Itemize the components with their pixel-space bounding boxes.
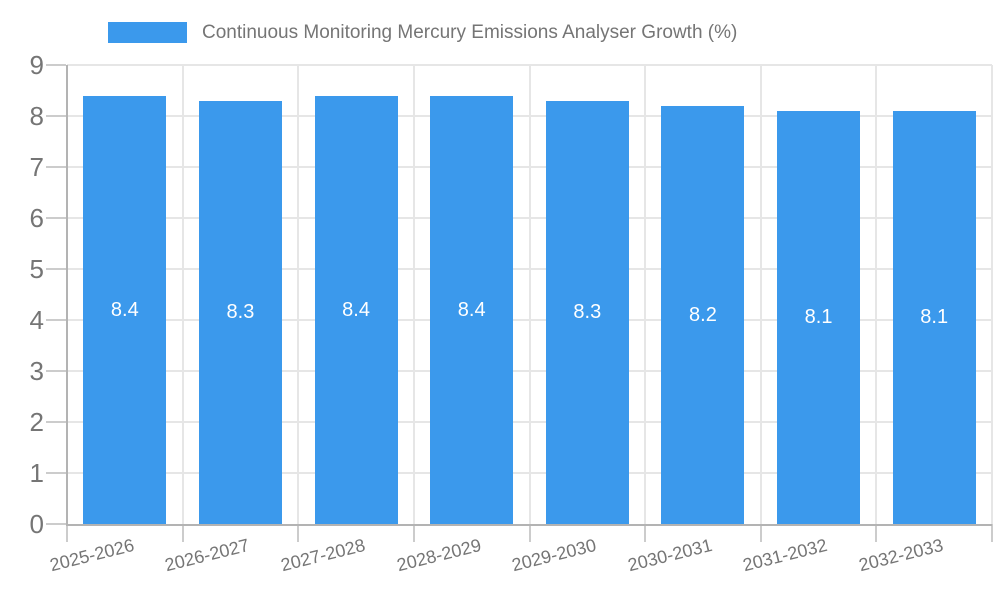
bar-value-label: 8.3 [573, 301, 602, 324]
x-axis-tick [644, 524, 647, 542]
x-axis-tick [66, 524, 68, 542]
bar [430, 95, 514, 524]
x-axis-category-label: 2028-2029 [394, 534, 483, 576]
gridline-vertical [412, 65, 415, 524]
x-axis-line [66, 524, 992, 526]
x-axis-tick [991, 524, 993, 542]
x-axis-tick [875, 524, 878, 542]
bar [661, 105, 745, 524]
gridline-vertical [181, 65, 184, 524]
y-axis-tick [46, 115, 66, 117]
y-axis-tick [46, 523, 66, 525]
y-axis-tick [46, 319, 66, 321]
y-axis-tick-label: 9 [29, 50, 44, 80]
legend: Continuous Monitoring Mercury Emissions … [108, 21, 737, 44]
y-axis-tick-label: 3 [29, 356, 44, 386]
y-axis-tick [46, 166, 66, 168]
gridline-vertical [759, 65, 762, 524]
bar-value-label: 8.2 [689, 303, 717, 326]
x-axis-category-label: 2031-2032 [741, 534, 830, 576]
y-axis-tick-label: 8 [29, 101, 44, 131]
gridline-vertical [644, 65, 647, 524]
y-axis-tick-label: 5 [29, 254, 44, 284]
x-axis-category-label: 2026-2027 [163, 534, 252, 576]
y-axis-line [66, 65, 68, 524]
x-axis-tick [181, 524, 184, 542]
y-axis-tick [46, 268, 66, 270]
y-axis-tick-label: 1 [29, 458, 44, 488]
bar-value-label: 8.4 [342, 298, 370, 321]
x-axis-tick [759, 524, 762, 542]
gridline-vertical [528, 65, 531, 524]
y-axis-tick [46, 472, 66, 474]
gridline-vertical [875, 65, 878, 524]
bar-value-label: 8.3 [226, 301, 255, 324]
gridline-vertical [297, 65, 300, 524]
x-axis-tick [297, 524, 300, 542]
gridline-vertical [991, 65, 993, 524]
x-axis-category-label: 2032-2033 [856, 534, 946, 576]
bar-value-label: 8.4 [457, 298, 486, 321]
legend-swatch-icon [108, 22, 187, 43]
bar-value-label: 8.1 [804, 306, 833, 329]
y-axis-tick [46, 217, 66, 219]
x-axis-category-label: 2029-2030 [510, 534, 599, 576]
bar-value-label: 8.4 [110, 298, 139, 321]
bar-value-label: 8.1 [920, 306, 949, 329]
x-axis-tick [412, 524, 415, 542]
bar [777, 110, 861, 524]
bar [545, 100, 629, 524]
bar [314, 95, 398, 524]
y-axis-tick-label: 0 [29, 509, 44, 539]
y-axis-tick [46, 421, 66, 423]
x-axis-tick [528, 524, 531, 542]
legend-label: Continuous Monitoring Mercury Emissions … [202, 21, 738, 43]
bar [198, 100, 282, 524]
y-axis-tick-label: 7 [29, 152, 44, 182]
x-axis-category-label: 2027-2028 [278, 534, 368, 576]
x-axis-category-label: 2030-2031 [625, 534, 715, 576]
y-axis-tick-label: 4 [29, 305, 44, 335]
y-axis-tick-label: 6 [29, 203, 44, 233]
x-axis-category-label: 2025-2026 [47, 534, 136, 576]
bar [83, 95, 167, 524]
y-axis-tick-label: 2 [29, 407, 44, 437]
y-axis-tick [46, 64, 66, 66]
y-axis-tick [46, 370, 66, 372]
bar [892, 110, 976, 524]
